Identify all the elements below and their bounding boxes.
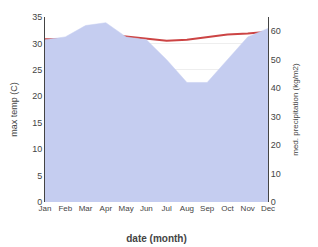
svg-text:25: 25 (32, 65, 42, 75)
svg-text:0: 0 (271, 197, 276, 207)
svg-text:20: 20 (271, 140, 281, 150)
svg-text:Jan: Jan (39, 204, 52, 213)
svg-text:max temp (C): max temp (C) (9, 82, 19, 137)
svg-text:May: May (119, 204, 134, 213)
svg-text:Dec: Dec (261, 204, 275, 213)
svg-text:Oct: Oct (221, 204, 234, 213)
svg-text:Apr: Apr (100, 204, 113, 213)
svg-text:0: 0 (37, 197, 42, 207)
svg-text:date (month): date (month) (126, 233, 187, 244)
svg-text:Feb: Feb (58, 204, 72, 213)
svg-text:20: 20 (32, 91, 42, 101)
svg-text:10: 10 (32, 144, 42, 154)
svg-text:50: 50 (271, 55, 281, 65)
svg-text:60: 60 (271, 26, 281, 36)
svg-text:Sep: Sep (200, 204, 215, 213)
svg-text:40: 40 (271, 83, 281, 93)
svg-text:med. precipitation (kg/m2): med. precipitation (kg/m2) (291, 63, 300, 156)
svg-text:Aug: Aug (180, 204, 194, 213)
svg-text:35: 35 (32, 12, 42, 22)
svg-text:10: 10 (271, 169, 281, 179)
svg-text:30: 30 (271, 112, 281, 122)
svg-text:Mar: Mar (79, 204, 93, 213)
svg-text:Jun: Jun (140, 204, 153, 213)
svg-text:30: 30 (32, 39, 42, 49)
svg-text:Jul: Jul (162, 204, 172, 213)
svg-text:Nov: Nov (241, 204, 255, 213)
svg-text:15: 15 (32, 118, 42, 128)
svg-text:5: 5 (37, 171, 42, 181)
